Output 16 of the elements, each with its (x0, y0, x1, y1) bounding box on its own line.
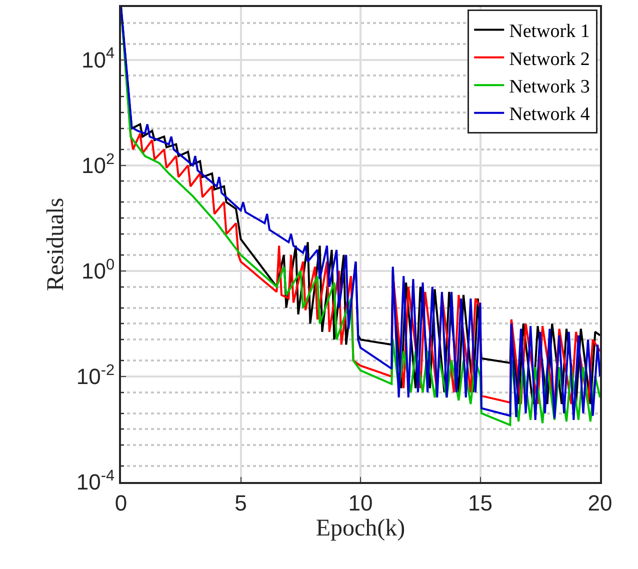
x-tick-label: 15 (468, 490, 492, 516)
x-tick-label: 5 (234, 490, 247, 516)
legend-label: Network 2 (509, 48, 590, 70)
x-axis-title: Epoch(k) (316, 515, 406, 542)
y-tick-label: 10$^{2}$ (82, 150, 115, 178)
legend-label: Network 3 (509, 76, 590, 98)
x-tick-label: 20 (588, 490, 612, 516)
y-axis-title: Residuals (43, 198, 70, 292)
y-tick-label: 10$^{4}$ (82, 45, 116, 72)
y-tick-label: 10$^{0}$ (82, 256, 115, 284)
x-tick-label: 0 (114, 490, 128, 516)
y-tick-label: 10$^{-2}$ (76, 362, 115, 390)
x-tick-label: 10 (348, 490, 373, 516)
legend-label: Network 1 (509, 21, 590, 42)
legend-label: Network 4 (509, 104, 590, 126)
y-tick-label: 10$^{-4}$ (76, 467, 116, 495)
